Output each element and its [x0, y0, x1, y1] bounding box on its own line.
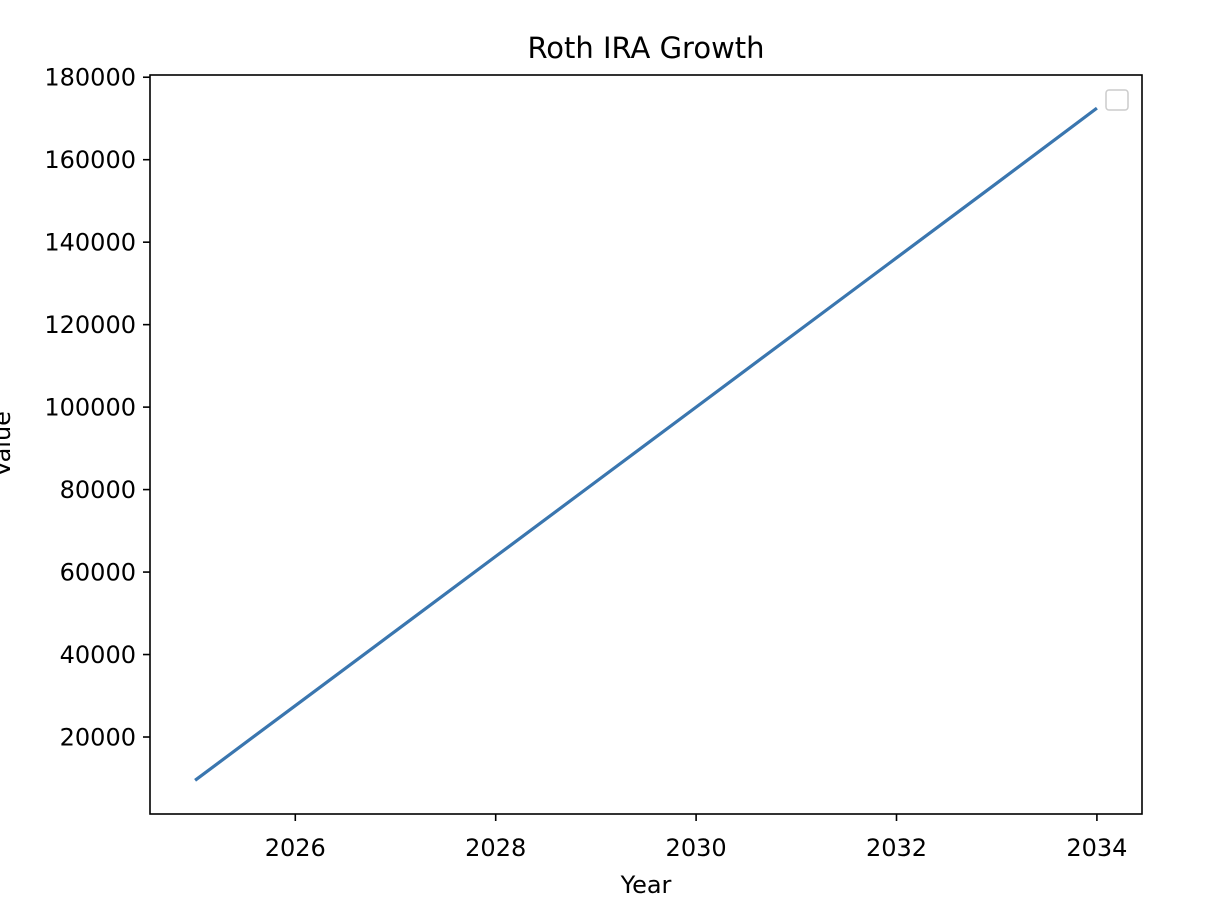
x-axis: 2026 2028 2030 2032 2034 [265, 814, 1127, 862]
y-axis-label: Value [0, 411, 16, 477]
plot-area-frame [149, 74, 1143, 815]
x-tick-label: 2034 [1066, 834, 1127, 862]
y-tick-label: 160000 [44, 146, 136, 174]
x-tick-label: 2028 [465, 834, 526, 862]
y-tick-label: 120000 [44, 311, 136, 339]
y-tick-label: 100000 [44, 394, 136, 422]
legend-box [1105, 89, 1129, 111]
x-tick-label: 2026 [265, 834, 326, 862]
chart-title: Roth IRA Growth [527, 31, 764, 65]
series-line [194, 106, 1098, 782]
series-group [194, 106, 1098, 782]
y-axis: 20000 40000 60000 80000 100000 120000 140000 16… [44, 64, 150, 752]
y-tick-label: 80000 [60, 476, 136, 504]
y-tick-label: 140000 [44, 229, 136, 257]
y-tick-label: 60000 [60, 559, 136, 587]
x-tick-label: 2030 [666, 834, 727, 862]
y-tick-label: 20000 [60, 724, 136, 752]
y-tick-label: 180000 [44, 64, 136, 92]
x-tick-label: 2032 [866, 834, 927, 862]
y-tick-label: 40000 [60, 641, 136, 669]
x-axis-label: Year [620, 871, 672, 899]
